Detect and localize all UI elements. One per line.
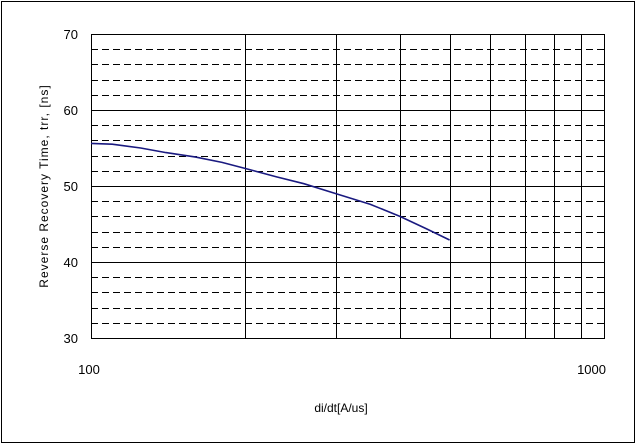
series-group	[90, 142, 450, 241]
x-tick-labels: 100 1000	[78, 362, 606, 377]
x-axis-label: di/dt[A/us]	[314, 401, 367, 415]
y-axis-label: Reverse Recovery Time, trr, [ns]	[37, 84, 51, 287]
series-line	[90, 142, 450, 241]
y-tick-label: 70	[64, 27, 78, 42]
x-tick-label: 1000	[577, 362, 606, 377]
y-tick-label: 30	[64, 331, 78, 346]
y-tick-label: 60	[64, 103, 78, 118]
y-tick-labels: 30 40 50 60 70	[64, 27, 78, 346]
grid	[91, 34, 605, 339]
y-tick-label: 50	[64, 179, 78, 194]
y-tick-label: 40	[64, 255, 78, 270]
plot-area	[91, 34, 605, 339]
x-tick-label: 100	[78, 362, 100, 377]
